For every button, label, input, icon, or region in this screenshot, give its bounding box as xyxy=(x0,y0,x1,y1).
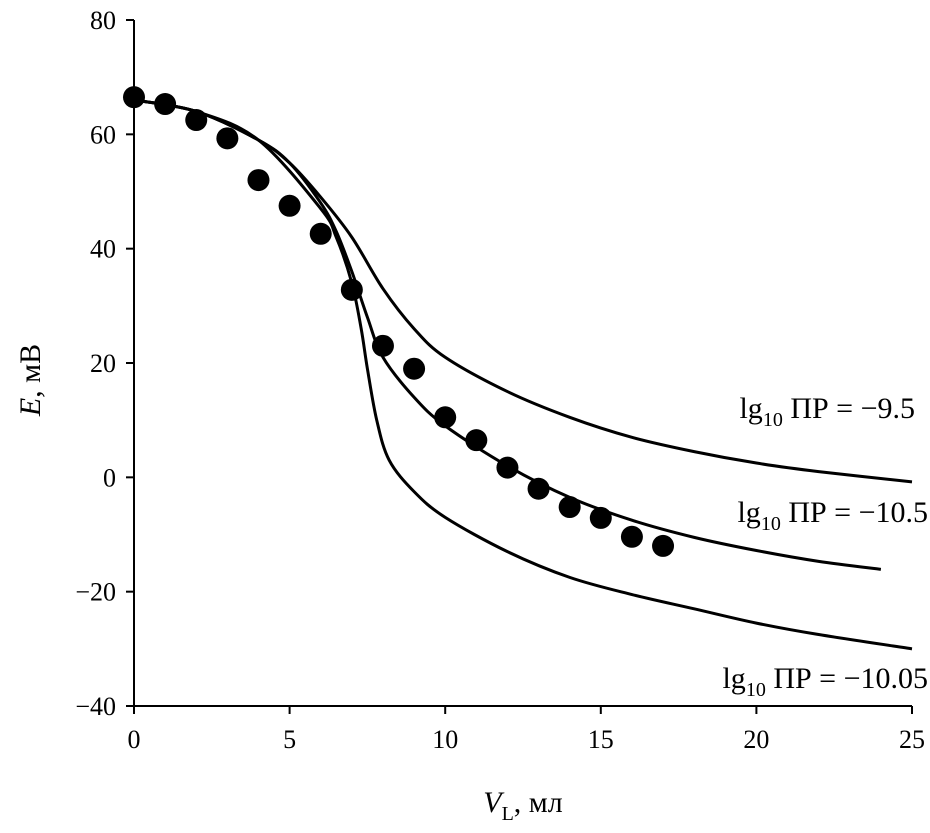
data-point xyxy=(154,93,177,116)
x-tick-label: 25 xyxy=(899,725,925,754)
data-point xyxy=(123,86,145,109)
y-tick-label: 0 xyxy=(103,463,116,492)
data-point xyxy=(403,357,426,380)
y-tick-label: 60 xyxy=(90,120,116,149)
data-point xyxy=(185,109,208,132)
y-axis-label: E, мВ xyxy=(14,344,47,417)
data-point xyxy=(278,194,301,217)
data-point xyxy=(652,534,675,557)
data-point xyxy=(620,525,643,548)
data-point xyxy=(247,169,270,192)
data-point xyxy=(434,406,457,429)
series-label-3: lg10 ПР = −10.05 xyxy=(722,662,928,701)
series-label-1: lg10 ПР = −9.5 xyxy=(739,392,915,431)
data-point xyxy=(371,334,394,357)
y-tick-label: −20 xyxy=(75,578,116,607)
x-tick-label: 15 xyxy=(588,725,614,754)
x-tick-label: 0 xyxy=(128,725,141,754)
y-tick-label: −40 xyxy=(75,692,116,721)
series-line-3 xyxy=(133,98,913,651)
axes: 0 5 10 15 20 25 80 60 40 20 0 −20 −40 xyxy=(75,6,925,754)
data-points xyxy=(123,86,675,557)
data-point xyxy=(558,496,581,519)
series-label-2: lg10 ПР = −10.5 xyxy=(737,496,928,535)
data-point xyxy=(309,222,332,245)
x-tick-label: 10 xyxy=(432,725,458,754)
data-point xyxy=(527,477,550,500)
series-line-2 xyxy=(133,98,882,571)
y-tick-label: 40 xyxy=(90,235,116,264)
data-point xyxy=(496,456,519,479)
x-axis-label: VL, мл xyxy=(483,786,563,825)
data-point xyxy=(216,127,239,150)
x-tick-label: 5 xyxy=(283,725,296,754)
data-point xyxy=(465,429,488,452)
data-point xyxy=(589,506,612,529)
curves xyxy=(133,98,913,651)
y-tick-label: 20 xyxy=(90,349,116,378)
y-tick-label: 80 xyxy=(90,6,116,35)
x-tick-label: 20 xyxy=(743,725,769,754)
data-point xyxy=(340,278,363,301)
